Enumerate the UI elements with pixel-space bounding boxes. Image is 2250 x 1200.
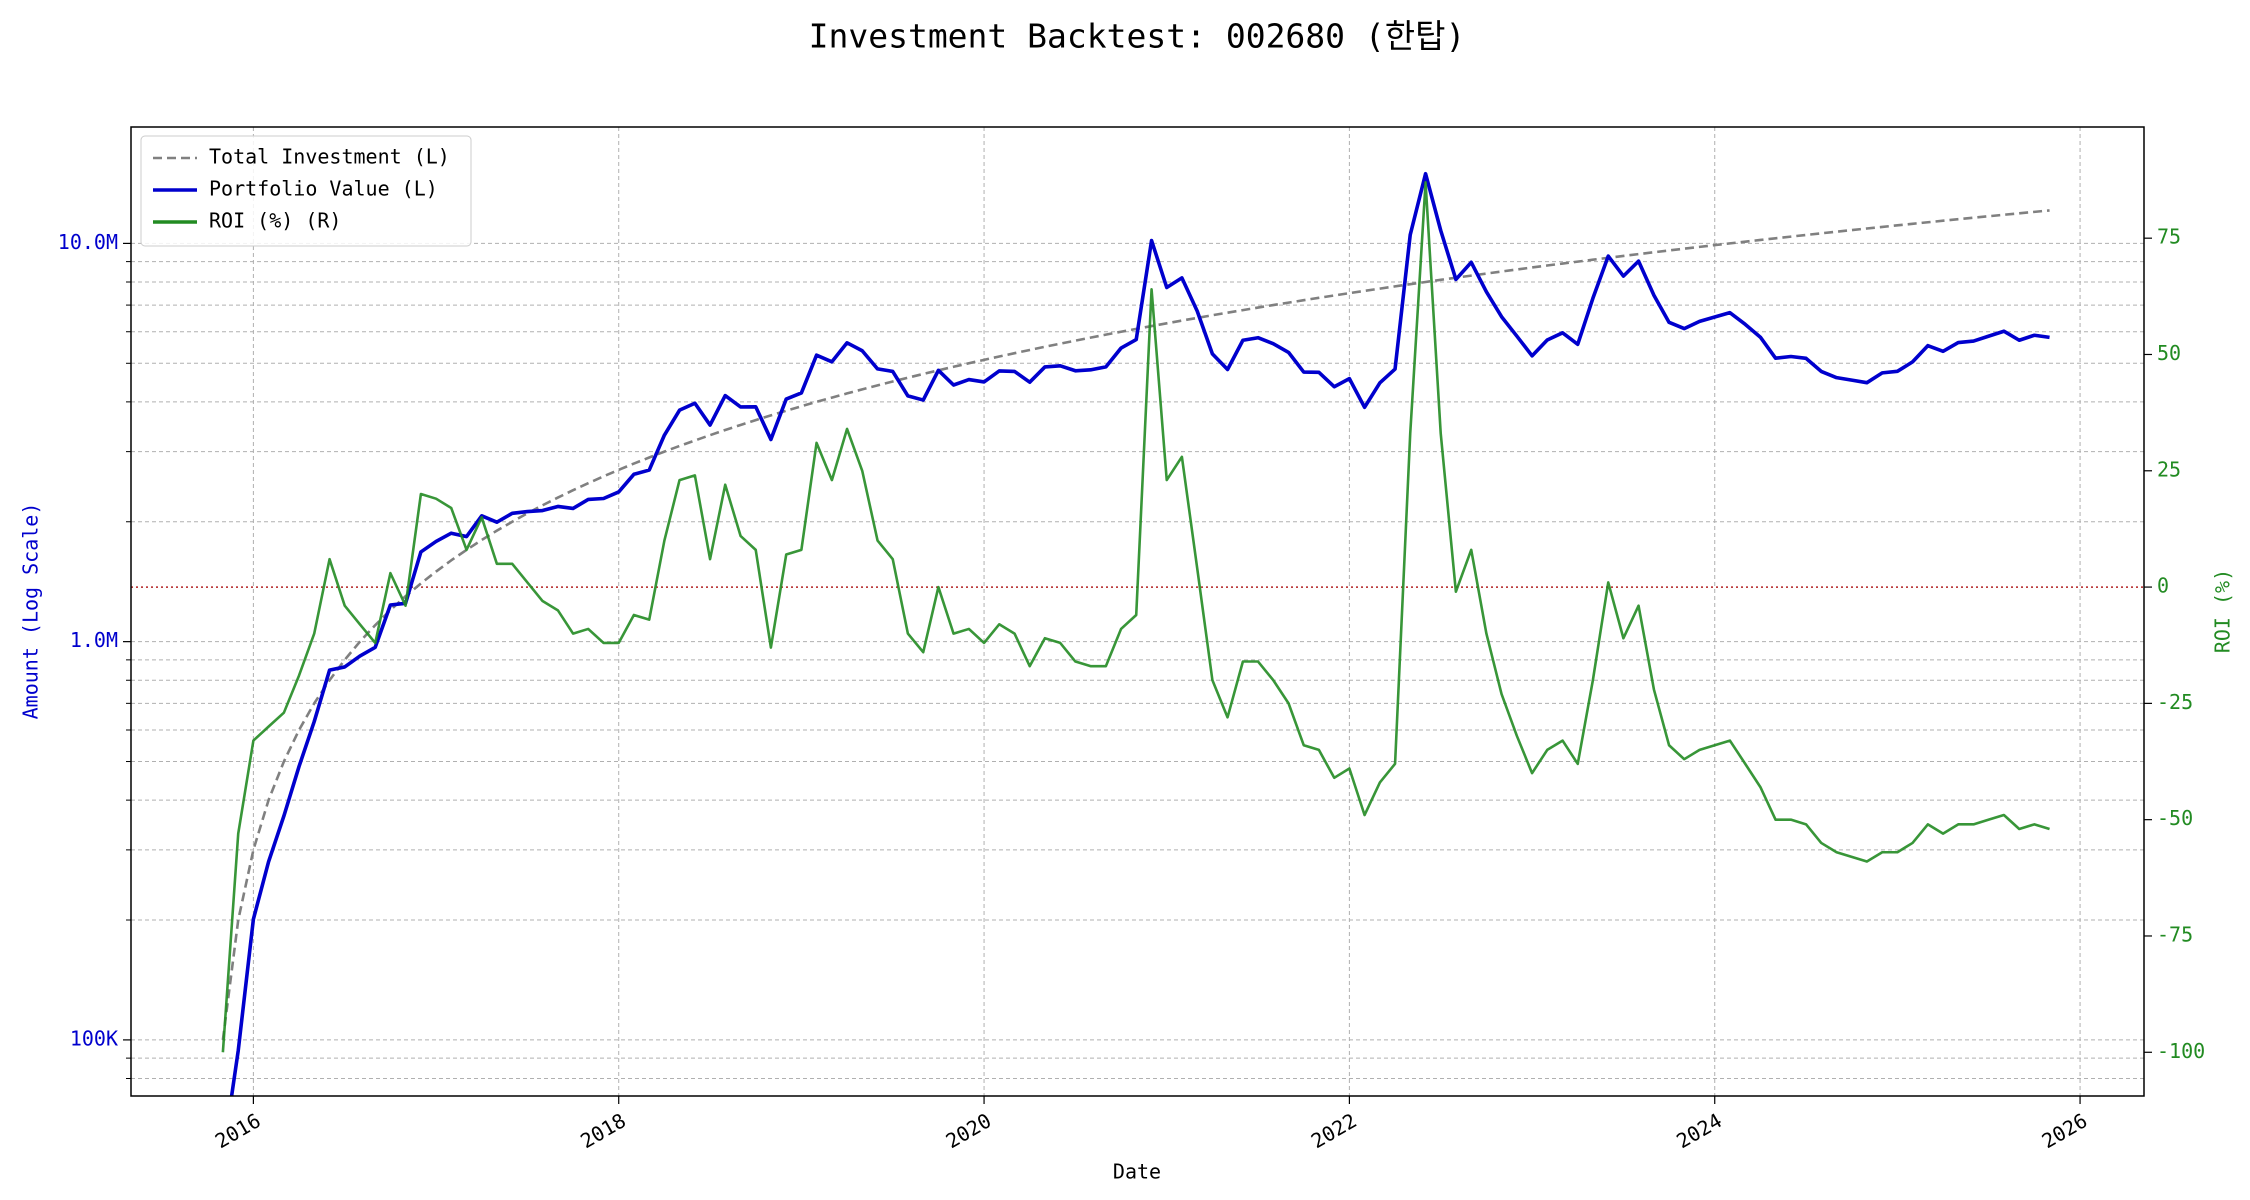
chart-title: Investment Backtest: 002680 (한탑)	[809, 17, 1466, 56]
x-axis-label: Date	[1113, 1160, 1161, 1184]
plot-area	[221, 171, 2050, 1096]
legend-box	[140, 135, 472, 247]
y2-tick-label: 75	[2157, 225, 2181, 249]
y2-tick-label: -50	[2157, 806, 2193, 830]
y2-tick-label: -25	[2157, 690, 2193, 714]
legend: Total Investment (L) Portfolio Value (L) R…	[140, 135, 472, 247]
y-tick-label: 100K	[70, 1026, 118, 1050]
series-line	[221, 181, 2050, 1053]
legend-label: ROI (%) (R)	[209, 209, 341, 233]
y-tick-label: 1.0M	[70, 628, 118, 652]
y2-axis-label: ROI (%)	[2211, 569, 2235, 653]
y2-tick-label: -75	[2157, 922, 2193, 946]
y-axis-label: Amount (Log Scale)	[19, 503, 43, 720]
plot-frame	[130, 126, 2145, 1097]
y2-tick-label: 0	[2157, 574, 2169, 598]
legend-label: Portfolio Value (L)	[209, 177, 438, 201]
y2-tick-label: 25	[2157, 457, 2181, 481]
legend-label: Total Investment (L)	[209, 145, 450, 169]
series-line	[229, 171, 2050, 1096]
y2-tick-label: 50	[2157, 341, 2181, 365]
y2-tick-label: -100	[2157, 1039, 2205, 1063]
y-tick-label: 10.0M	[58, 230, 118, 254]
